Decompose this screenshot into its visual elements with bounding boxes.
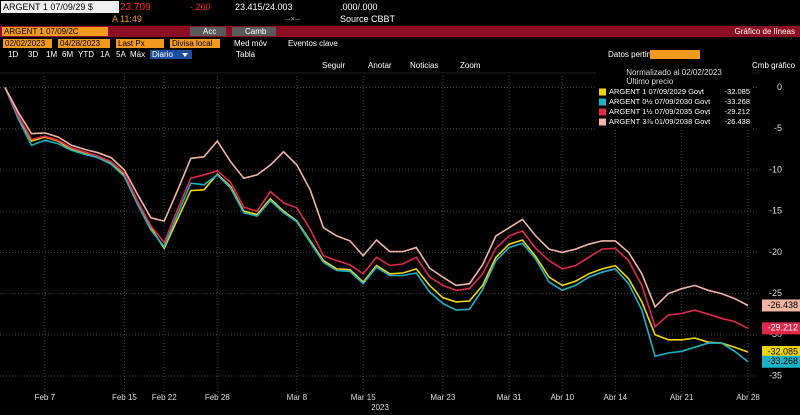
frequency[interactable]: Diario <box>152 50 173 59</box>
x-tick-label: Feb 7 <box>35 393 56 402</box>
last-value-badge <box>762 346 800 359</box>
option[interactable]: Med móv <box>234 39 267 48</box>
y-tick-label: -10 <box>769 164 782 174</box>
source: Source CBBT <box>340 14 396 24</box>
legend-swatch <box>599 98 606 106</box>
legend-value: -32.085 <box>725 87 750 96</box>
command-bar <box>0 26 800 37</box>
legend-swatch <box>599 108 606 116</box>
y-tick-label: -15 <box>769 206 782 216</box>
x-tick-label: Feb 15 <box>112 393 137 402</box>
x-tick-label: Mar 31 <box>497 393 522 402</box>
start-date[interactable]: 02/02/2023 <box>5 39 46 48</box>
action[interactable]: Camb <box>245 27 267 36</box>
last-value-label: -32.085 <box>767 346 798 356</box>
legend-swatch <box>599 88 606 96</box>
action-button[interactable] <box>190 27 226 36</box>
legend-value: -26.438 <box>725 117 750 126</box>
legend-label: ARGENT 0½ 07/09/2030 Govt <box>609 97 711 106</box>
currency[interactable]: Divisa local <box>172 39 213 48</box>
relevant-box[interactable] <box>650 50 700 59</box>
y-tick-label: 0 <box>777 82 782 92</box>
y-tick-label: -5 <box>774 123 782 133</box>
legend-swatch <box>599 118 606 126</box>
legend-box <box>596 66 752 130</box>
last-value-label: -26.438 <box>767 300 798 310</box>
action-button[interactable] <box>232 27 276 36</box>
security-box <box>1 1 119 13</box>
last-value-badge <box>762 322 800 335</box>
field[interactable]: Last Px <box>118 39 145 48</box>
y-tick-label: -20 <box>769 247 782 257</box>
currency-box[interactable] <box>170 39 220 48</box>
series-line <box>4 87 749 363</box>
tool[interactable]: Noticias <box>410 61 438 70</box>
x-tick-label: Feb 22 <box>152 393 177 402</box>
x-tick-label: Abr 28 <box>736 393 760 402</box>
period[interactable]: 1A <box>100 50 110 59</box>
change: -.260 <box>190 2 211 12</box>
legend-label: ARGENT 1 07/09/2029 Govt <box>609 87 705 96</box>
x-tick-label: Mar 15 <box>351 393 376 402</box>
period[interactable]: 5A <box>116 50 126 59</box>
end-date-box[interactable] <box>58 39 110 48</box>
frequency-box[interactable] <box>150 50 192 59</box>
tool[interactable]: Anotar <box>368 61 392 70</box>
x-tick-label: Feb 28 <box>205 393 230 402</box>
dropdown-arrow <box>182 53 188 57</box>
tool[interactable]: Zoom <box>460 61 481 70</box>
field-box[interactable] <box>116 39 164 48</box>
series-line <box>4 87 749 330</box>
option[interactable]: Eventos clave <box>288 39 338 48</box>
tool[interactable]: Seguir <box>322 61 345 70</box>
x-tick-label: Mar 8 <box>287 393 308 402</box>
series-line <box>4 87 749 309</box>
chart-settings[interactable]: Cmb gráfico <box>752 61 796 70</box>
period[interactable]: Máx <box>130 50 145 59</box>
view-title: Gráfico de líneas <box>735 27 795 36</box>
period[interactable]: 3D <box>28 50 38 59</box>
last-value-badge <box>762 355 800 368</box>
last-value-label: -29.212 <box>767 323 798 333</box>
size: --×-- <box>285 15 301 24</box>
x-tick-label: Abr 10 <box>550 393 574 402</box>
table-button[interactable]: Tabla <box>236 50 256 59</box>
period[interactable]: 1M <box>46 50 57 59</box>
legend-subtitle: Último precio <box>627 77 674 86</box>
ticker[interactable]: ARGENT 1 07/09/2C <box>4 27 79 36</box>
last-value-label: -33.268 <box>767 356 798 366</box>
period[interactable]: 6M <box>62 50 73 59</box>
y-tick-label: -35 <box>769 370 782 380</box>
last-value-badge <box>762 299 800 312</box>
action[interactable]: Acc <box>203 27 216 36</box>
period[interactable]: YTD <box>78 50 94 59</box>
legend-title: Normalizado al 02/02/2023 <box>626 68 722 77</box>
end-date[interactable]: 04/28/2023 <box>60 39 101 48</box>
legend-value: -29.212 <box>725 107 750 116</box>
y-tick-label: -25 <box>769 288 782 298</box>
x-tick-label: Abr 14 <box>604 393 628 402</box>
x-axis-label: 2023 <box>371 403 389 412</box>
relevant-data[interactable]: Datos pertinent <box>608 50 663 59</box>
time: A 11:49 <box>112 14 142 24</box>
yield: .000/.000 <box>340 2 378 12</box>
x-tick-label: Mar 23 <box>430 393 455 402</box>
security: ARGENT 1 07/09/29 $ <box>3 2 93 12</box>
bid-ask: 23.415/24.003 <box>235 2 293 12</box>
price: 23.709 <box>120 2 151 13</box>
legend-value: -33.268 <box>725 97 750 106</box>
period[interactable]: 1D <box>8 50 18 59</box>
ticker-box[interactable] <box>2 27 108 36</box>
legend-label: ARGENT 3⅞ 01/09/2038 Govt <box>609 117 711 126</box>
legend-label: ARGENT 1½ 07/09/2035 Govt <box>609 107 711 116</box>
x-tick-label: Abr 21 <box>670 393 694 402</box>
start-date-box[interactable] <box>3 39 52 48</box>
